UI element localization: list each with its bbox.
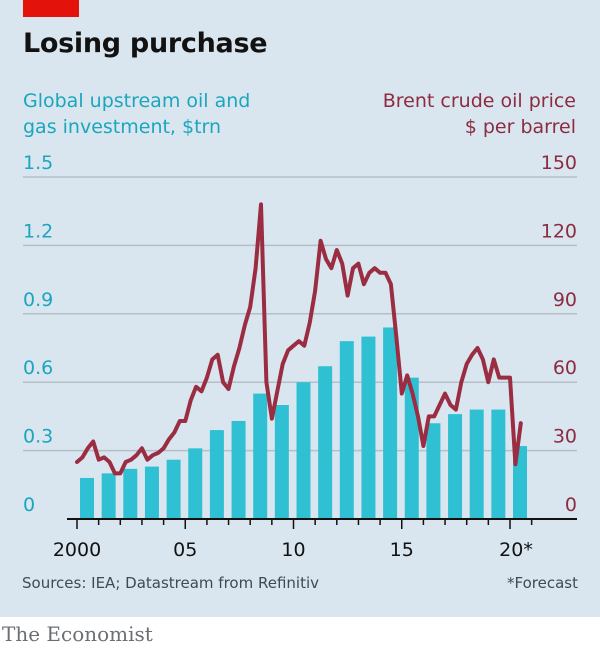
- right-tick-label: 120: [541, 220, 577, 242]
- right-axis-title-line2: $ per barrel: [464, 116, 576, 138]
- left-axis-title-line2: gas investment, $trn: [23, 116, 222, 138]
- right-tick-label: 30: [553, 426, 577, 448]
- investment-bar: [404, 377, 419, 519]
- chart-svg: 0 0.3 0.6 0.9 1.2 1.5 0 30 60 90 120 150 2000 05 10 15 2…: [23, 152, 577, 561]
- right-tick-label: 90: [553, 289, 577, 311]
- right-tick-label: 0: [565, 494, 577, 516]
- investment-bar: [318, 366, 333, 519]
- right-axis-title-line1: Brent crude oil price: [382, 90, 576, 112]
- tick-labels: 0 0.3 0.6 0.9 1.2 1.5 0 30 60 90 120 150 2000 05 10 15 2…: [23, 152, 577, 561]
- left-tick-label: 1.2: [23, 220, 53, 242]
- investment-bar: [144, 466, 159, 519]
- economist-red-tag: [23, 0, 79, 17]
- economist-brand: The Economist: [2, 622, 153, 646]
- brent-price-line: [75, 202, 523, 476]
- investment-bar: [383, 327, 398, 519]
- x-tick-label: 2000: [53, 539, 101, 561]
- investment-bar: [274, 405, 289, 519]
- investment-bar: [361, 336, 376, 519]
- investment-bar: [209, 430, 224, 519]
- investment-bars: [80, 327, 527, 519]
- investment-bar: [80, 477, 94, 519]
- investment-bar: [469, 409, 484, 519]
- investment-bar: [448, 414, 463, 519]
- left-tick-label: 0.6: [23, 357, 53, 379]
- investment-bar: [296, 382, 311, 519]
- left-axis-title-line1: Global upstream oil and: [23, 90, 251, 112]
- investment-bar: [188, 448, 203, 519]
- left-tick-label: 0.9: [23, 289, 53, 311]
- left-tick-label: 1.5: [23, 152, 53, 174]
- investment-bar: [123, 468, 138, 519]
- x-tick-label: 15: [390, 539, 414, 561]
- forecast-note: *Forecast: [507, 574, 578, 592]
- right-axis-title: Brent crude oil price $ per barrel: [383, 88, 576, 140]
- x-tick-label: 10: [281, 539, 305, 561]
- x-tick-label: 20*: [499, 539, 533, 561]
- investment-bar: [101, 473, 116, 519]
- investment-bar: [426, 423, 441, 519]
- brent-line-group: [75, 202, 523, 476]
- left-tick-label: 0.3: [23, 426, 53, 448]
- investment-bar: [491, 409, 506, 519]
- left-tick-label: 0: [23, 494, 35, 516]
- left-axis-title: Global upstream oil and gas investment, …: [23, 88, 250, 140]
- right-tick-label: 60: [553, 357, 577, 379]
- chart-title: Losing purchase: [23, 28, 268, 59]
- investment-bar: [166, 459, 181, 519]
- source-note: Sources: IEA; Datastream from Refinitiv: [22, 574, 319, 592]
- investment-bar: [231, 420, 246, 519]
- investment-bar: [339, 341, 354, 519]
- right-tick-label: 150: [541, 152, 577, 174]
- axes: [67, 518, 577, 529]
- x-tick-label: 05: [173, 539, 197, 561]
- investment-bar: [253, 393, 268, 519]
